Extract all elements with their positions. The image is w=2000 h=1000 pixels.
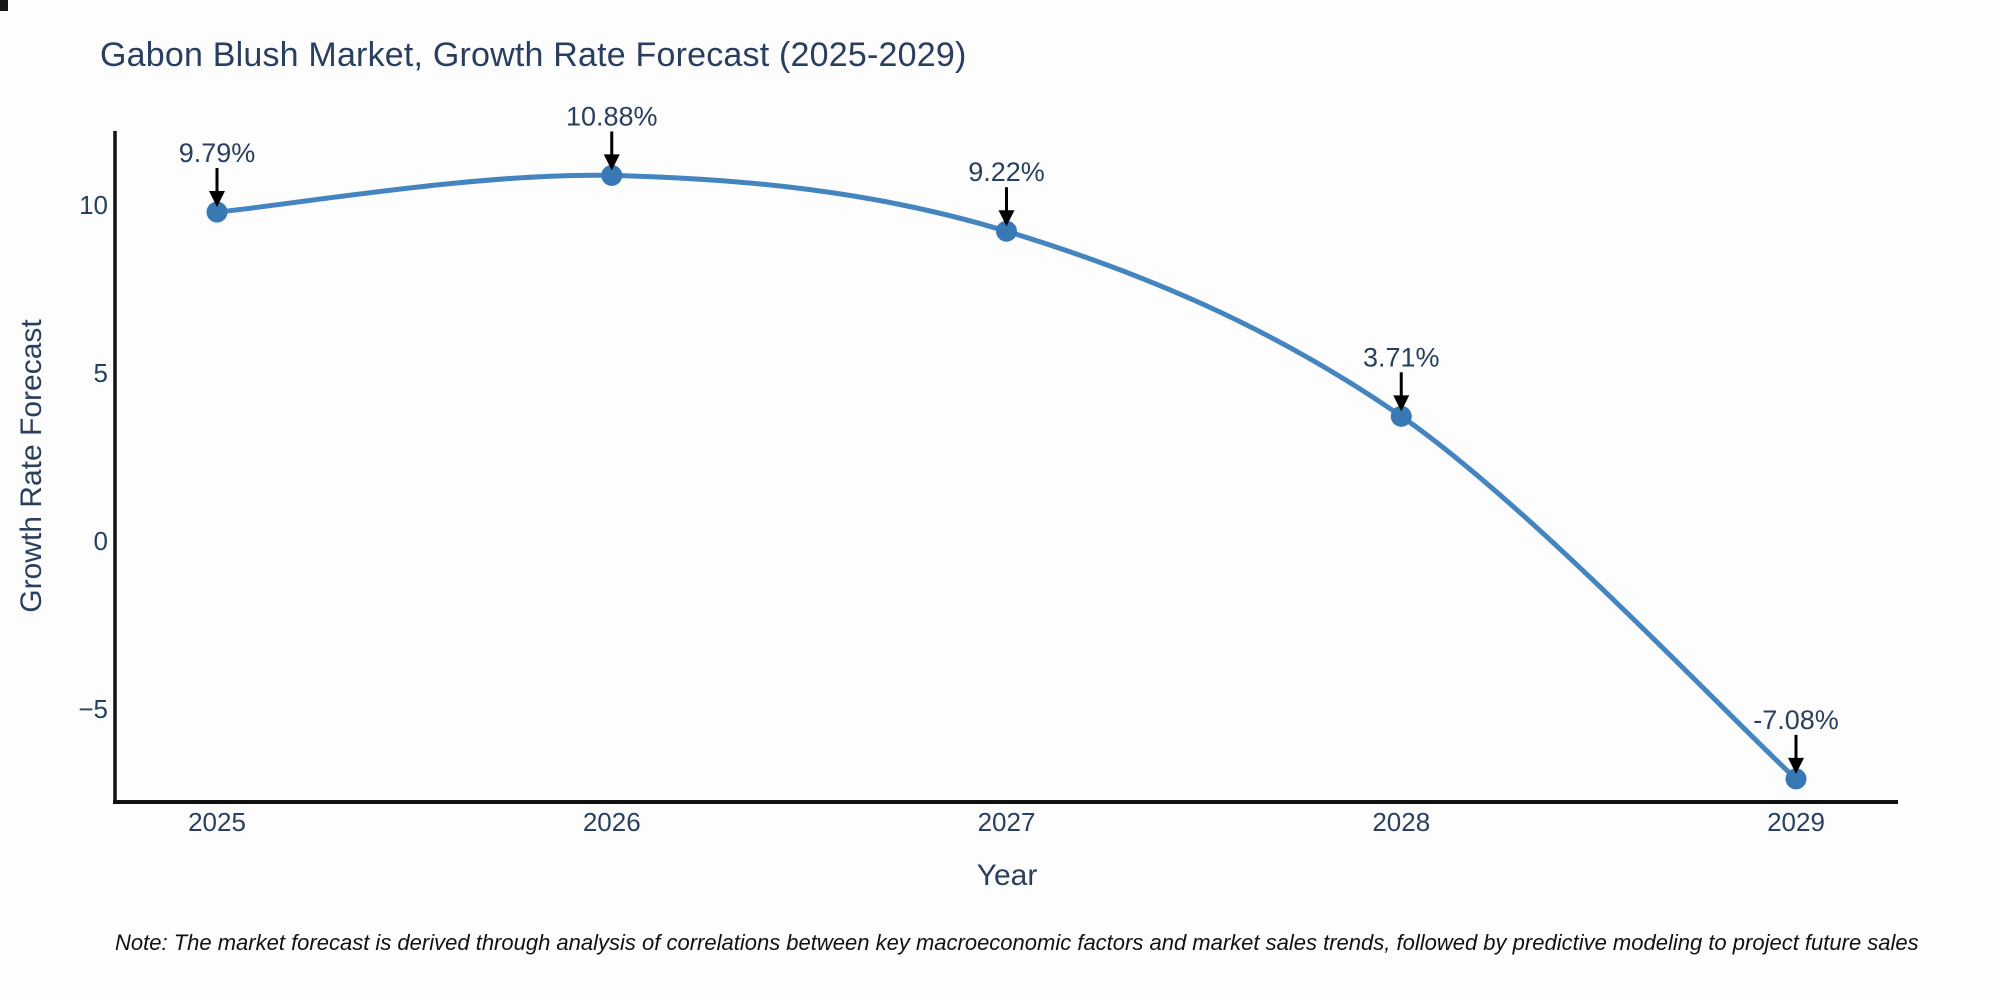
- annotation-arrowhead-2027: [998, 210, 1015, 227]
- data-point-2028[interactable]: [1390, 405, 1412, 427]
- x-tick-2025: 2025: [188, 807, 246, 837]
- y-tick-0: 0: [94, 526, 108, 556]
- footnote: Note: The market forecast is derived thr…: [115, 930, 1919, 955]
- annotation-arrowhead-2028: [1393, 395, 1410, 412]
- annotation-arrowhead-2026: [603, 154, 620, 171]
- annotation-label-2028: 3.71%: [1363, 342, 1440, 372]
- x-tick-2026: 2026: [583, 807, 641, 837]
- annotation-label-2026: 10.88%: [566, 101, 658, 131]
- chart-title: Gabon Blush Market, Growth Rate Forecast…: [100, 36, 967, 74]
- y-tick--5: −5: [78, 694, 108, 724]
- annotation-arrowhead-2025: [209, 191, 225, 208]
- data-point-2025[interactable]: [206, 201, 228, 223]
- x-tick-2028: 2028: [1372, 807, 1430, 837]
- annotation-label-2027: 9.22%: [968, 157, 1045, 187]
- annotation-label-2025: 9.79%: [179, 138, 256, 168]
- forecast-line: [214, 172, 1799, 782]
- screen-corner-mark: [0, 0, 8, 11]
- x-axis-title: Year: [976, 859, 1038, 892]
- y-tick-5: 5: [94, 358, 108, 388]
- annotation-label-2029: -7.08%: [1753, 705, 1839, 735]
- data-point-2029[interactable]: [1785, 768, 1807, 790]
- x-tick-2027: 2027: [978, 807, 1036, 837]
- data-point-2027[interactable]: [996, 220, 1017, 242]
- x-tick-2029: 2029: [1767, 807, 1825, 837]
- data-point-2026[interactable]: [601, 164, 623, 186]
- y-tick-10: 10: [79, 190, 108, 220]
- annotation-arrowhead-2029: [1788, 757, 1804, 774]
